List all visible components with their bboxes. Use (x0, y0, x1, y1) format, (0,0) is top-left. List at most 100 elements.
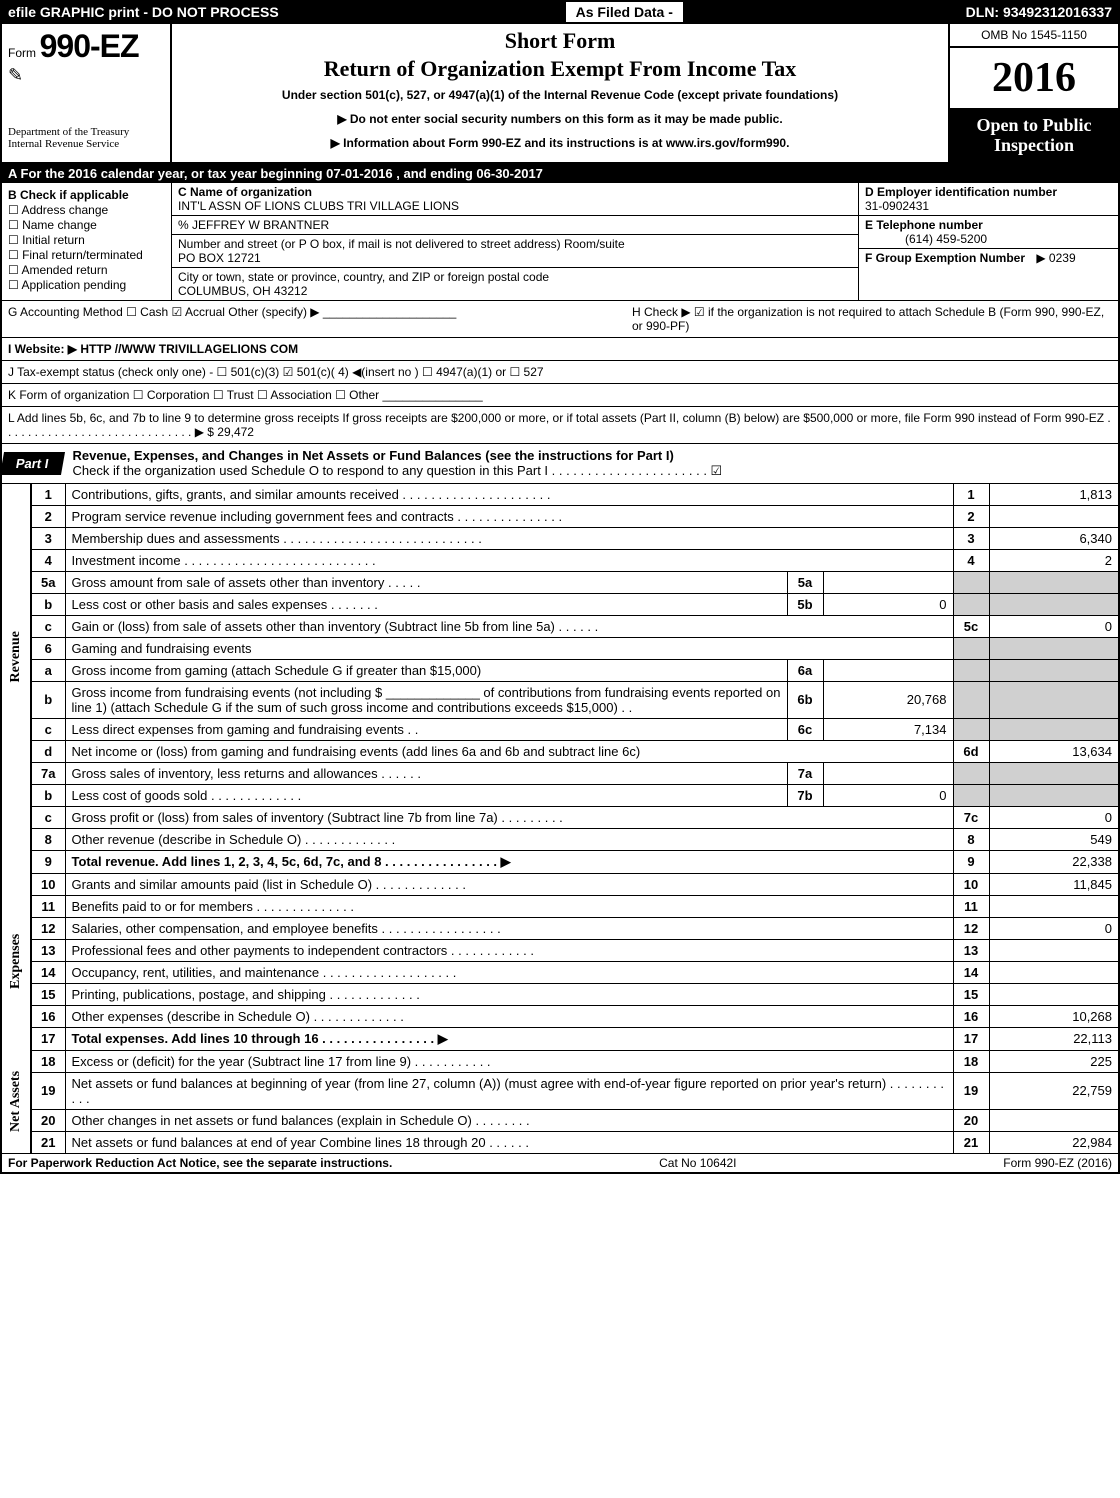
footer-right: Form 990-EZ (2016) (1003, 1156, 1112, 1170)
col-19: 19 (953, 1072, 989, 1109)
desc-17: Total expenses. Add lines 10 through 16 … (65, 1027, 953, 1050)
val-17: 22,113 (989, 1027, 1119, 1050)
desc-14: Occupancy, rent, utilities, and maintena… (65, 961, 953, 983)
topbar-dln: DLN: 93492312016337 (960, 2, 1118, 22)
dept-irs: Internal Revenue Service (8, 138, 164, 150)
boxval-5a (823, 571, 953, 593)
val-12: 0 (989, 917, 1119, 939)
part1-check: Check if the organization used Schedule … (73, 463, 723, 478)
col-17: 17 (953, 1027, 989, 1050)
col-14: 14 (953, 961, 989, 983)
box-6c: 6c (787, 718, 823, 740)
shade-5b (953, 593, 989, 615)
box-6b: 6b (787, 681, 823, 718)
tax-exempt-row: J Tax-exempt status (check only one) - ☐… (0, 361, 1120, 384)
ln-1: 1 (31, 484, 65, 506)
form-subtitle: Under section 501(c), 527, or 4947(a)(1)… (182, 88, 938, 102)
ln-4: 4 (31, 549, 65, 571)
header-right: OMB No 1545-1150 2016 Open to Public Ins… (948, 24, 1118, 162)
open-line2: Inspection (954, 136, 1114, 156)
col-b-head: B Check if applicable (8, 188, 165, 202)
chk-amended-return[interactable]: Amended return (8, 263, 165, 277)
desc-3: Membership dues and assessments . . . . … (65, 527, 953, 549)
col-c: C Name of organization INT'L ASSN OF LIO… (172, 183, 858, 300)
val-21: 22,984 (989, 1131, 1119, 1153)
topbar: efile GRAPHIC print - DO NOT PROCESS As … (0, 0, 1120, 24)
desc-2: Program service revenue including govern… (65, 505, 953, 527)
col-15: 15 (953, 983, 989, 1005)
chk-application-pending[interactable]: Application pending (8, 278, 165, 292)
ln-6a: a (31, 659, 65, 681)
desc-6c: Less direct expenses from gaming and fun… (65, 718, 787, 740)
desc-15: Printing, publications, postage, and shi… (65, 983, 953, 1005)
dept-treasury: Department of the Treasury (8, 126, 164, 138)
ln-7a: 7a (31, 762, 65, 784)
box-7a: 7a (787, 762, 823, 784)
val-4: 2 (989, 549, 1119, 571)
shade-6-v (989, 637, 1119, 659)
notice-info: ▶ Information about Form 990-EZ and its … (182, 136, 938, 150)
short-form: Short Form (182, 28, 938, 54)
chk-final-return[interactable]: Final return/terminated (8, 248, 165, 262)
desc-6a: Gross income from gaming (attach Schedul… (65, 659, 787, 681)
desc-4: Investment income . . . . . . . . . . . … (65, 549, 953, 571)
care-of: % JEFFREY W BRANTNER (172, 216, 858, 235)
org-name-label: C Name of organization (178, 185, 312, 199)
ln-5b: b (31, 593, 65, 615)
street: PO BOX 12721 (178, 251, 261, 265)
schedule-b-check: H Check ▶ ☑ if the organization is not r… (632, 305, 1112, 333)
desc-8: Other revenue (describe in Schedule O) .… (65, 828, 953, 850)
shade-5a (953, 571, 989, 593)
footer-left: For Paperwork Reduction Act Notice, see … (8, 1156, 392, 1170)
chk-initial-return[interactable]: Initial return (8, 233, 165, 247)
city: COLUMBUS, OH 43212 (178, 284, 307, 298)
ln-20: 20 (31, 1109, 65, 1131)
desc-12: Salaries, other compensation, and employ… (65, 917, 953, 939)
group-label: F Group Exemption Number (865, 251, 1025, 265)
chk-name-change[interactable]: Name change (8, 218, 165, 232)
col-9: 9 (953, 850, 989, 873)
ln-18: 18 (31, 1050, 65, 1072)
shade-6a (953, 659, 989, 681)
chk-address-change[interactable]: Address change (8, 203, 165, 217)
shade-7b-v (989, 784, 1119, 806)
val-20 (989, 1109, 1119, 1131)
col-5c: 5c (953, 615, 989, 637)
desc-18: Excess or (deficit) for the year (Subtra… (65, 1050, 953, 1072)
shade-5a-v (989, 571, 1119, 593)
val-14 (989, 961, 1119, 983)
desc-13: Professional fees and other payments to … (65, 939, 953, 961)
col-d: D Employer identification number 31-0902… (858, 183, 1118, 300)
desc-20: Other changes in net assets or fund bala… (65, 1109, 953, 1131)
topbar-mid: As Filed Data - (564, 2, 685, 22)
form-header: Form 990-EZ ✎ Department of the Treasury… (0, 24, 1120, 164)
col-16: 16 (953, 1005, 989, 1027)
accounting-method: G Accounting Method ☐ Cash ☑ Accrual Oth… (8, 305, 632, 333)
col-7c: 7c (953, 806, 989, 828)
shade-7a (953, 762, 989, 784)
desc-10: Grants and similar amounts paid (list in… (65, 873, 953, 895)
ln-12: 12 (31, 917, 65, 939)
section-bcd: B Check if applicable Address change Nam… (0, 183, 1120, 301)
val-7c: 0 (989, 806, 1119, 828)
val-3: 6,340 (989, 527, 1119, 549)
tel-label: E Telephone number (865, 218, 983, 232)
boxval-7a (823, 762, 953, 784)
footer: For Paperwork Reduction Act Notice, see … (0, 1154, 1120, 1174)
ln-2: 2 (31, 505, 65, 527)
ln-10: 10 (31, 873, 65, 895)
desc-21: Net assets or fund balances at end of ye… (65, 1131, 953, 1153)
boxval-6a (823, 659, 953, 681)
desc-9: Total revenue. Add lines 1, 2, 3, 4, 5c,… (65, 850, 953, 873)
shade-6c (953, 718, 989, 740)
omb-number: OMB No 1545-1150 (950, 24, 1118, 48)
row-gh: G Accounting Method ☐ Cash ☑ Accrual Oth… (0, 301, 1120, 338)
form-prefix: Form (8, 46, 36, 60)
shade-6c-v (989, 718, 1119, 740)
ln-7c: c (31, 806, 65, 828)
notice-ssn: ▶ Do not enter social security numbers o… (182, 112, 938, 126)
shade-5b-v (989, 593, 1119, 615)
shade-7b (953, 784, 989, 806)
ln-15: 15 (31, 983, 65, 1005)
col-13: 13 (953, 939, 989, 961)
